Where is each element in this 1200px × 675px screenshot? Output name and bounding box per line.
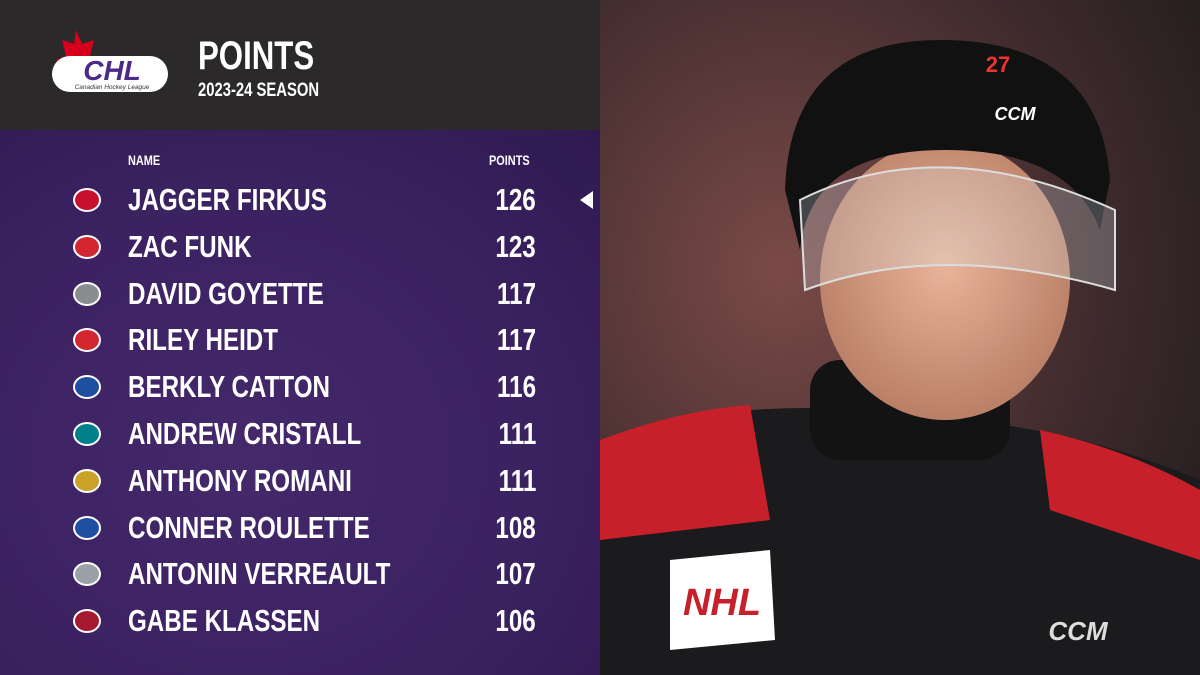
player-points: 116	[496, 369, 536, 405]
player-row: DAVID GOYETTE	[128, 276, 379, 312]
points-cell: 106	[476, 603, 536, 639]
points-cell: 111	[476, 463, 536, 499]
title: POINTS	[198, 34, 315, 78]
jersey-shoulder	[600, 405, 770, 540]
team-logo	[73, 375, 101, 400]
helmet-brand: CCM	[995, 104, 1037, 124]
highlight-arrow	[580, 191, 593, 209]
team-logo	[73, 468, 101, 493]
player-name: CONNER ROULETTE	[128, 509, 370, 545]
logo-badge	[52, 56, 168, 92]
player-row: GABE KLASSEN	[128, 603, 374, 639]
points-cell: 126	[476, 182, 536, 218]
logo-text: CHL	[83, 55, 141, 86]
jersey-patch: NHL	[683, 582, 761, 624]
player-points: 117	[496, 275, 536, 311]
team-logo	[73, 515, 101, 540]
player-row: ZAC FUNK	[128, 229, 286, 265]
player-name: BERKLY CATTON	[128, 369, 330, 405]
league-logo: CHL Canadian Hockey League	[52, 30, 168, 92]
player-points: 111	[498, 416, 536, 451]
team-logo	[73, 188, 101, 212]
helmet	[785, 40, 1110, 250]
face	[820, 140, 1070, 420]
table-background	[0, 130, 600, 675]
player-name: ANTHONY ROMANI	[128, 462, 352, 498]
helmet-number: 27	[986, 52, 1010, 77]
header: CHL Canadian Hockey League POINTS 2023-2…	[0, 0, 600, 130]
player-row: CONNER ROULETTE	[128, 510, 438, 546]
player-row: ANTONIN VERREAULT	[128, 556, 464, 592]
player-points: 117	[496, 322, 536, 358]
player-points: 106	[495, 603, 536, 639]
player-row: BERKLY CATTON	[128, 369, 387, 405]
column-header: NAME	[128, 152, 161, 168]
points-cell: 123	[476, 229, 536, 265]
player-points: 107	[495, 556, 536, 592]
player-name: ZAC FUNK	[128, 228, 252, 264]
jersey-brand: CCM	[1048, 616, 1109, 646]
player-row: ANDREW CRISTALL	[128, 416, 427, 452]
player-row: JAGGER FIRKUS	[128, 182, 383, 218]
team-logo	[73, 422, 101, 446]
patch-background	[670, 550, 775, 650]
player-name: GABE KLASSEN	[128, 603, 321, 639]
team-logo	[73, 328, 101, 353]
team-logo	[73, 234, 101, 259]
player-name: JAGGER FIRKUS	[128, 182, 327, 217]
standings-panel: CHL Canadian Hockey League POINTS 2023-2…	[0, 0, 600, 675]
jersey-shoulder	[1040, 430, 1200, 560]
player-name: DAVID GOYETTE	[128, 275, 324, 311]
team-logo	[73, 609, 101, 634]
player-points: 126	[495, 182, 536, 217]
points-cell: 117	[476, 276, 536, 312]
points-cell: 107	[476, 556, 536, 592]
player-name: ANDREW CRISTALL	[128, 416, 362, 451]
player-points: 108	[495, 509, 536, 545]
team-logo	[73, 281, 101, 306]
player-photo: 27 CCM NHL CCM	[600, 0, 1200, 675]
points-cell: 111	[476, 416, 536, 452]
visor	[798, 166, 1116, 292]
player-name: RILEY HEIDT	[128, 322, 279, 358]
photo-illustration: 27 CCM NHL CCM	[600, 0, 1200, 675]
player-name: ANTONIN VERREAULT	[128, 556, 391, 592]
player-points: 123	[495, 228, 536, 264]
points-cell: 116	[476, 369, 536, 405]
column-header: POINTS	[489, 152, 530, 168]
points-cell: 117	[476, 322, 536, 358]
subtitle: 2023-24 SEASON	[198, 80, 320, 101]
player-row: ANTHONY ROMANI	[128, 463, 415, 499]
player-row: RILEY HEIDT	[128, 322, 320, 358]
team-logo	[73, 562, 101, 587]
logo-subtext: Canadian Hockey League	[75, 84, 150, 91]
points-cell: 108	[476, 510, 536, 546]
player-points: 111	[498, 462, 536, 498]
